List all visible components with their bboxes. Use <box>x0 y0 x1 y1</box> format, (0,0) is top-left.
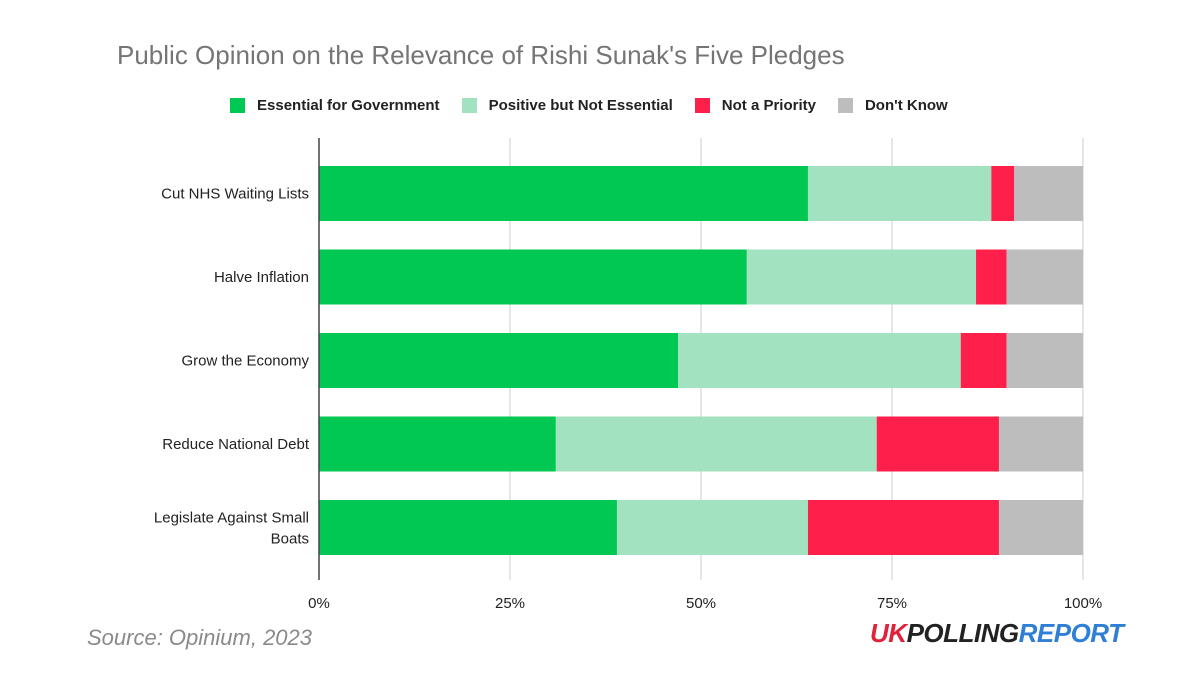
legend-item-not-priority: Not a Priority <box>694 96 816 114</box>
legend-swatch-dont-know <box>837 97 853 113</box>
bar-segment <box>319 416 556 472</box>
bar-segment <box>555 416 877 472</box>
legend-label-essential: Essential for Government <box>257 96 440 114</box>
x-tick-label: 0% <box>308 595 330 612</box>
bar-segment <box>991 166 1015 221</box>
logo-polling-text: POLLING <box>906 618 1020 648</box>
ukpollingreport-logo: UKPOLLINGREPORT <box>870 618 1124 649</box>
bar-segment <box>807 166 992 221</box>
source-note: Source: Opinium, 2023 <box>87 625 313 650</box>
bar-segment <box>876 416 999 472</box>
legend-label-not-priority: Not a Priority <box>721 96 816 114</box>
legend-swatch-essential <box>230 97 245 113</box>
chart-legend: Essential for Government Positive but No… <box>230 94 970 116</box>
legend-label-dont-know: Don't Know <box>864 96 948 114</box>
bar-segment <box>319 333 679 388</box>
category-label: Reduce National Debt <box>162 436 310 453</box>
bar-segment <box>998 416 1083 472</box>
x-tick-label: 75% <box>877 595 907 612</box>
category-label: Cut NHS Waiting Lists <box>161 186 309 203</box>
legend-swatch-not-priority <box>694 97 710 113</box>
x-tick-label: 50% <box>686 595 716 612</box>
bar-segment <box>1006 249 1083 305</box>
bar-segment <box>807 500 999 555</box>
chart-title: Public Opinion on the Relevance of Rishi… <box>117 40 845 70</box>
x-tick-label: 100% <box>1064 595 1102 612</box>
category-label: Legislate Against Small Boats <box>154 510 309 548</box>
bar-segment <box>1006 333 1083 388</box>
legend-item-dont-know: Don't Know <box>837 96 948 114</box>
bar-segment <box>616 500 808 555</box>
bar-segment <box>998 500 1083 555</box>
category-label: Halve Inflation <box>214 269 309 286</box>
logo-report-text: REPORT <box>1018 618 1124 648</box>
legend-item-positive: Positive but Not Essential <box>461 96 673 114</box>
category-label: Grow the Economy <box>181 353 309 370</box>
logo-uk-text: UK <box>870 618 907 648</box>
bar-segment <box>319 500 617 555</box>
bar-segment <box>319 166 808 221</box>
bar-segment <box>960 333 1007 388</box>
legend-item-essential: Essential for Government <box>230 97 440 114</box>
bar-segment <box>976 249 1007 305</box>
bar-segment <box>319 249 747 305</box>
bar-segment <box>678 333 961 388</box>
bar-segment <box>1014 166 1083 221</box>
legend-label-positive: Positive but Not Essential <box>488 96 673 114</box>
bar-segment <box>746 249 977 305</box>
legend-swatch-positive <box>461 97 477 113</box>
x-tick-label: 25% <box>495 595 525 612</box>
